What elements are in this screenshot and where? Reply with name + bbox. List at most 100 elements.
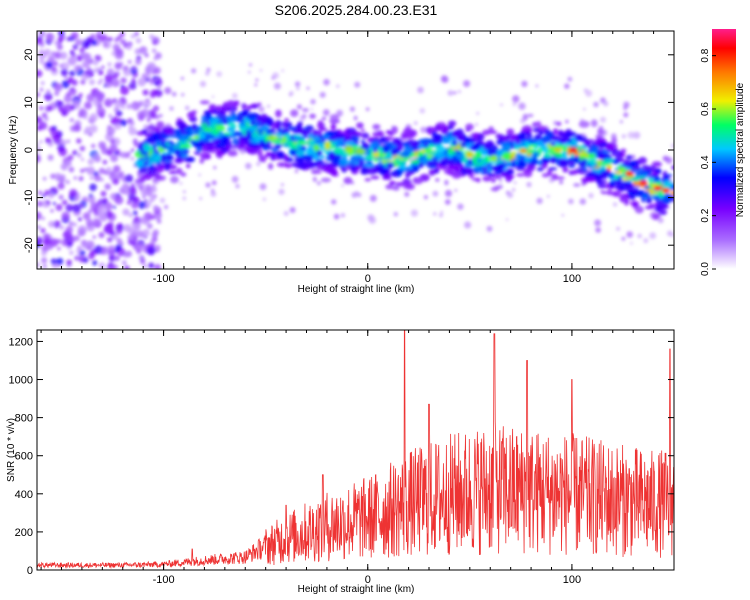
heatmap-cell: [80, 79, 86, 85]
heatmap-cell: [662, 170, 668, 177]
heatmap-cell: [70, 105, 76, 111]
heatmap-cell: [324, 166, 336, 174]
heatmap-cell: [68, 166, 75, 173]
heatmap-cell: [406, 139, 417, 144]
heatmap-cell: [377, 151, 383, 158]
heatmap-cell: [323, 78, 330, 86]
heatmap-cell: [419, 108, 426, 114]
heatmap-cell: [654, 206, 660, 212]
heatmap-cell: [353, 115, 358, 121]
heatmap-cell: [439, 213, 443, 218]
heatmap-cell: [626, 231, 633, 238]
heatmap-cell: [99, 34, 108, 43]
heatmap-cell: [512, 95, 520, 103]
heatmap-cell: [549, 159, 559, 163]
colorbar-label: Normalized spectral amplitude: [735, 82, 746, 217]
heatmap-cell: [259, 117, 267, 123]
heatmap-cell: [179, 123, 185, 127]
heatmap-cell: [264, 135, 269, 143]
x-tick-label: 100: [563, 273, 581, 285]
heatmap-cell: [548, 167, 558, 171]
heatmap-cell: [625, 171, 634, 177]
heatmap-cell: [336, 109, 343, 117]
heatmap-cell: [128, 127, 137, 136]
heatmap-cell: [191, 68, 197, 74]
heatmap-cell: [37, 262, 40, 268]
heatmap-cell: [86, 240, 95, 249]
heatmap-cell: [42, 176, 47, 181]
heatmap-cell: [154, 264, 162, 269]
heatmap-cell: [564, 83, 570, 89]
heatmap-cell: [73, 176, 78, 180]
heatmap-cell: [386, 162, 394, 168]
y-tick-label: 1000: [9, 375, 33, 387]
heatmap-cell: [89, 113, 98, 122]
heatmap-cell: [365, 154, 376, 161]
heatmap-cell: [145, 185, 152, 192]
heatmap-cell: [54, 40, 59, 46]
heatmap-cell: [255, 78, 259, 82]
heatmap-cell: [485, 140, 495, 149]
heatmap-cell: [579, 198, 586, 205]
colorbar-tick-label: 0.6: [700, 102, 711, 116]
heatmap-cell: [362, 163, 373, 167]
heatmap-cell: [291, 162, 299, 168]
heatmap-cell: [120, 77, 127, 84]
heatmap-cell: [54, 51, 62, 59]
heatmap-cell: [558, 160, 568, 168]
heatmap-cell: [100, 190, 107, 197]
heatmap-cell: [568, 164, 576, 169]
heatmap-cell: [632, 131, 641, 139]
heatmap-cell: [124, 265, 130, 269]
heatmap-cell: [64, 103, 73, 113]
heatmap-cell: [89, 183, 97, 192]
heatmap-cell: [524, 156, 532, 163]
heatmap-cell: [356, 192, 362, 198]
heatmap-cell: [518, 102, 526, 110]
heatmap-cell: [154, 174, 162, 180]
heatmap-cell: [248, 71, 251, 74]
heatmap-cell: [141, 128, 148, 135]
heatmap-cell: [598, 126, 604, 130]
heatmap-cell: [104, 74, 114, 83]
heatmap-cell: [233, 100, 240, 106]
y-tick-label: 200: [15, 527, 33, 539]
heatmap-cell: [47, 105, 53, 112]
heatmap-cell: [585, 176, 596, 183]
heatmap-cell: [96, 107, 106, 117]
heatmap-cell: [354, 161, 360, 165]
heatmap-cell: [133, 222, 142, 230]
heatmap-cell: [93, 245, 103, 255]
heatmap-cell: [210, 191, 217, 197]
heatmap-cell: [635, 175, 646, 180]
heatmap-cell: [66, 162, 70, 166]
heatmap-cell: [498, 178, 503, 183]
heatmap-cell: [179, 181, 183, 185]
heatmap-cell: [621, 177, 631, 181]
heatmap-cell: [240, 120, 246, 127]
heatmap-cell: [369, 194, 377, 202]
heatmap-cell: [130, 34, 136, 39]
heatmap-cell: [104, 183, 111, 190]
heatmap-cells: [37, 31, 674, 269]
heatmap-cell: [370, 175, 380, 180]
heatmap-cell: [625, 184, 634, 193]
heatmap-cell: [492, 144, 498, 153]
heatmap-cell: [312, 144, 320, 151]
heatmap-cell: [473, 167, 484, 172]
heatmap-cell: [619, 120, 624, 124]
heatmap-cell: [578, 120, 590, 128]
y-tick-label: 10: [23, 96, 35, 108]
heatmap-cell: [98, 262, 106, 269]
heatmap-cell: [538, 129, 544, 136]
heatmap-cell: [133, 80, 137, 84]
heatmap-cell: [154, 81, 159, 86]
heatmap-cell: [41, 112, 48, 119]
heatmap-cell: [101, 65, 105, 69]
heatmap-cell: [211, 188, 215, 193]
heatmap-cell: [278, 188, 285, 195]
heatmap-cell: [69, 50, 75, 55]
heatmap-cell: [452, 131, 462, 138]
heatmap-cell: [61, 111, 67, 116]
